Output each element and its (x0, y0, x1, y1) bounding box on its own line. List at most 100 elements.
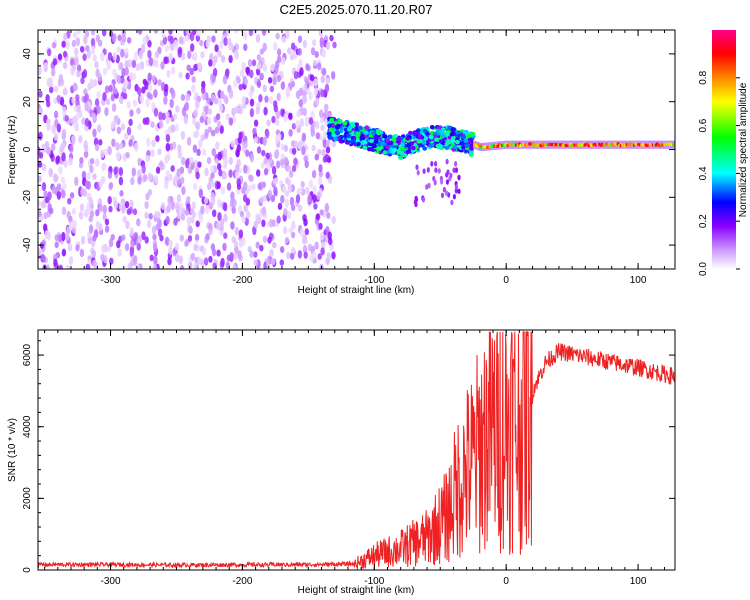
spectrogram-noise-cell (47, 48, 52, 57)
spectrogram-noise-cell (116, 46, 122, 53)
spectrogram-noise-cell (79, 45, 85, 53)
spectrogram-signal-cell (380, 141, 386, 146)
spectrogram-noise-cell (178, 71, 183, 79)
spectrogram-line-cell (547, 143, 550, 147)
spectrogram-noise-cell (312, 194, 317, 204)
spectrogram-noise-cell (164, 45, 170, 52)
spectrogram-noise-cell (286, 210, 292, 219)
spectrogram-noise-cell (102, 91, 107, 102)
spectrogram-line-cell (490, 145, 493, 149)
spectrogram-noise-cell (265, 258, 271, 268)
colorbar-tick-label: 0.0 (698, 262, 709, 276)
spectrogram-noise-cell (210, 165, 215, 173)
spectrogram-noise-cell (241, 215, 246, 223)
spectrogram-noise-cell (80, 235, 86, 245)
spectrogram-noise-cell (290, 204, 296, 212)
spectrogram-noise-cell (233, 240, 239, 248)
spectrogram-noise-cell (68, 157, 73, 166)
spectrogram-noise-cell (303, 83, 308, 93)
spectrogram-line-cell (506, 144, 509, 148)
spectrogram-noise-cell (202, 148, 207, 156)
spectrogram-line-cell (500, 143, 504, 147)
spectrogram-noise-cell (181, 156, 186, 166)
spectrogram-noise-cell (275, 32, 280, 40)
spectrogram-noise-cell (199, 116, 204, 124)
spectrogram-noise-cell (124, 67, 129, 76)
spectrogram-line-cell (624, 144, 627, 147)
spectrogram-noise-cell (201, 247, 207, 256)
spectrogram-noise-cell (216, 249, 221, 257)
spectrogram-noise-cell (276, 215, 281, 224)
spectrogram-line-cell (590, 144, 594, 147)
spectrogram-noise-cell (321, 241, 326, 249)
spectrogram-noise-cell (248, 30, 254, 37)
spectrogram-noise-cell (204, 128, 209, 137)
spectrogram-line-cell (635, 143, 639, 147)
spectrogram-noise-cell (266, 119, 271, 127)
spectrogram-noise-cell (243, 181, 248, 191)
spectrogram-noise-cell (158, 111, 163, 121)
spectrogram-noise-cell (260, 161, 266, 169)
spectrogram-noise-cell (121, 204, 126, 214)
spectrogram-noise-cell (186, 196, 191, 204)
spectrogram-noise-cell (157, 228, 163, 238)
spectrogram-noise-cell (108, 238, 114, 248)
spectrogram-noise-cell (60, 176, 66, 184)
spectrogram-noise-cell (256, 146, 262, 154)
spectrogram-signal-cell (469, 146, 474, 151)
spectrogram-line-cell (573, 143, 576, 147)
spectrogram-noise-cell (219, 125, 224, 134)
snr-x-tick-label: -100 (364, 576, 384, 587)
spectrogram-line-cell (619, 144, 623, 148)
spectrogram-noise-cell (189, 156, 194, 164)
spectrogram-signal-cell (421, 140, 427, 145)
spectrogram-line-cell (555, 143, 559, 147)
spectrogram-noise-cell (318, 222, 323, 230)
spectrogram-noise-cell (159, 160, 164, 168)
snr-y-tick-label: 4000 (22, 415, 33, 438)
spectrogram-noise-cell (220, 218, 225, 226)
spectrogram-noise-cell (132, 208, 138, 216)
spectrogram-x-tick-label: 100 (630, 275, 647, 286)
spectrogram-noise-cell (208, 228, 213, 236)
spectrogram-noise-cell (276, 160, 281, 169)
spectrogram-noise-cell (41, 254, 46, 263)
spectrogram-noise-cell (86, 172, 91, 180)
spectrogram-noise-cell (191, 76, 196, 83)
spectrogram-signal-cell (409, 141, 414, 146)
spectrogram-noise-cell (314, 153, 319, 161)
spectrogram-noise-cell (62, 61, 68, 70)
spectrogram-noise-cell (219, 224, 224, 232)
spectrogram-noise-cell (104, 85, 110, 94)
spectrogram-noise-cell (165, 142, 170, 152)
spectrogram-noise-cell (295, 193, 301, 204)
spectrogram-noise-cell (38, 90, 43, 98)
spectrogram-signal-cell (435, 143, 441, 149)
spectrogram-signal-cell (337, 118, 343, 124)
spectrogram-noise-cell (112, 68, 117, 77)
spectrogram-noise-cell (38, 106, 43, 116)
spectrogram-noise-cell (61, 152, 66, 162)
spectrogram-signal-cell (422, 128, 428, 134)
snr-series-line (38, 331, 675, 570)
spectrogram-noise-cell (83, 140, 88, 150)
spectrogram-signal-cell (342, 121, 348, 126)
spectrogram-noise-cell (137, 123, 142, 131)
spectrogram-line-cell (502, 144, 505, 147)
spectrogram-noise-cell (132, 256, 137, 266)
spectrogram-noise-cell (192, 144, 198, 153)
spectrogram-noise-cell (154, 50, 160, 59)
spectrogram-noise-cell (331, 216, 336, 225)
spectrogram-noise-cell (222, 242, 227, 252)
spectrogram-noise-cell (46, 123, 51, 131)
spectrogram-noise-cell (102, 30, 107, 37)
spectrogram-line-cell (622, 142, 625, 146)
spectrogram-noise-cell (153, 30, 159, 34)
spectrogram-noise-cell (106, 61, 111, 71)
spectrogram-noise-cell (140, 43, 146, 54)
spectrogram-signal-cell (329, 118, 335, 123)
spectrogram-noise-cell (62, 183, 67, 190)
spectrogram-noise-cell (79, 248, 85, 258)
spectrogram-noise-cell (331, 251, 336, 260)
spectrogram-streak-cell (434, 161, 438, 167)
